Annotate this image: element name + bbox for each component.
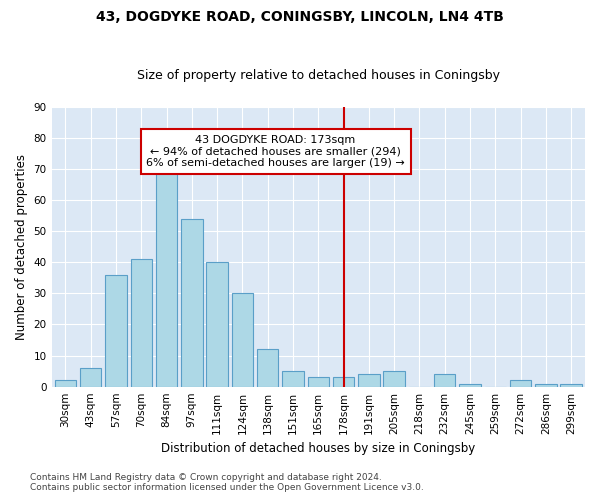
Bar (80, 368, 101, 386)
Text: 43 DOGDYKE ROAD: 173sqm
← 94% of detached houses are smaller (294)
6% of semi-de: 43 DOGDYKE ROAD: 173sqm ← 94% of detache… (146, 135, 405, 168)
Bar (55, 380, 76, 386)
Bar (459, 384, 481, 386)
Bar (181, 218, 203, 386)
Bar (358, 374, 380, 386)
Bar (333, 378, 354, 386)
Bar (232, 294, 253, 386)
Bar (510, 380, 531, 386)
Bar (434, 374, 455, 386)
Bar (383, 371, 405, 386)
Bar (282, 371, 304, 386)
Bar (308, 378, 329, 386)
Text: 43, DOGDYKE ROAD, CONINGSBY, LINCOLN, LN4 4TB: 43, DOGDYKE ROAD, CONINGSBY, LINCOLN, LN… (96, 10, 504, 24)
Bar (206, 262, 228, 386)
Y-axis label: Number of detached properties: Number of detached properties (15, 154, 28, 340)
Bar (535, 384, 557, 386)
Bar (131, 259, 152, 386)
Title: Size of property relative to detached houses in Coningsby: Size of property relative to detached ho… (137, 69, 500, 82)
X-axis label: Distribution of detached houses by size in Coningsby: Distribution of detached houses by size … (161, 442, 475, 455)
Bar (156, 169, 178, 386)
Text: Contains HM Land Registry data © Crown copyright and database right 2024.
Contai: Contains HM Land Registry data © Crown c… (30, 473, 424, 492)
Bar (105, 274, 127, 386)
Bar (560, 384, 582, 386)
Bar (257, 350, 278, 387)
